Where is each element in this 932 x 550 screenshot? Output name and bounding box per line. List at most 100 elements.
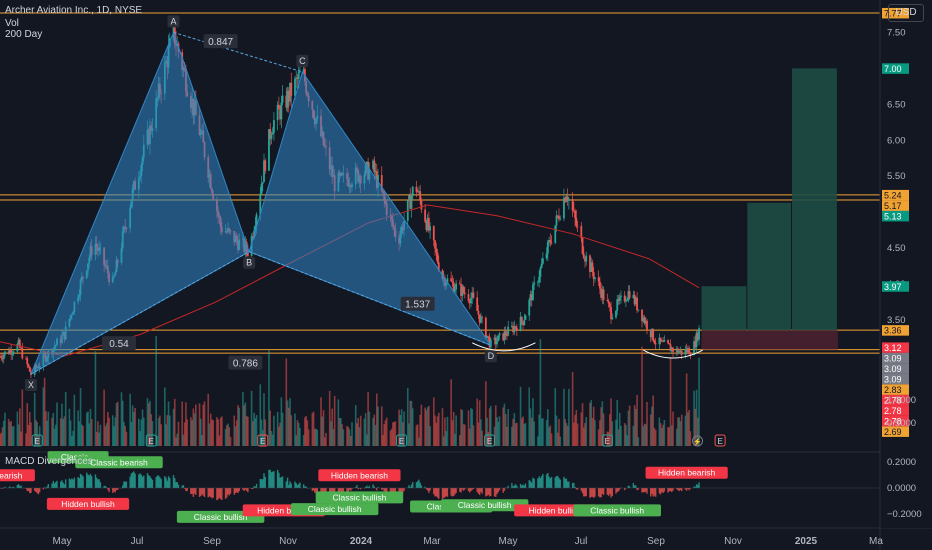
volume-bar xyxy=(150,414,153,446)
volume-bar xyxy=(419,414,421,446)
macd-bar xyxy=(172,475,175,488)
macd-bar xyxy=(368,485,371,488)
volume-bar xyxy=(513,413,516,446)
candle-body xyxy=(434,240,436,249)
macd-signal-label: Classic bullish xyxy=(194,512,248,522)
macd-bar xyxy=(97,479,99,488)
candle-body xyxy=(608,303,611,307)
volume-bar xyxy=(522,416,524,446)
candle-body xyxy=(471,292,474,298)
volume-bar xyxy=(555,415,558,446)
volume-bar xyxy=(695,389,698,446)
macd-bar xyxy=(564,478,566,488)
volume-bar xyxy=(116,401,119,446)
volume-bar xyxy=(359,415,362,446)
currency-button[interactable]: USD xyxy=(888,4,924,22)
volume-bar xyxy=(348,429,351,446)
macd-bar xyxy=(694,486,697,488)
volume-bar xyxy=(342,429,345,446)
candle-body xyxy=(670,347,673,352)
earnings-marker xyxy=(714,434,726,447)
candle-body xyxy=(295,77,298,79)
volume-bar xyxy=(356,423,358,446)
volume-bar xyxy=(17,424,20,446)
macd-bar xyxy=(140,474,142,488)
candle-body xyxy=(610,306,612,320)
volume-bar xyxy=(490,405,492,446)
macd-bar xyxy=(186,488,188,491)
candle-body xyxy=(653,340,656,344)
candle-body xyxy=(623,295,626,302)
macd-bar xyxy=(227,488,229,495)
macd-bar xyxy=(124,481,126,488)
candle-body xyxy=(611,317,614,320)
candle-body xyxy=(519,316,522,331)
volume-bar xyxy=(221,416,223,446)
volume-bar xyxy=(103,389,105,446)
volume-bar xyxy=(46,420,48,446)
volume-bar xyxy=(463,424,466,446)
ma-legend[interactable]: 200 Day xyxy=(5,29,43,40)
macd-signal-label: Hidden bearish xyxy=(658,468,715,478)
event-marker xyxy=(692,435,704,447)
volume-bar xyxy=(669,357,672,446)
macd-bar xyxy=(61,480,63,488)
macd-bar xyxy=(554,477,556,488)
macd-bar xyxy=(243,488,245,492)
volume-bar xyxy=(208,423,211,446)
volume-bar xyxy=(151,421,154,446)
pattern-dashed-xbd xyxy=(30,251,491,375)
candle-body xyxy=(20,347,22,349)
macd-bar xyxy=(592,488,595,498)
candle-body xyxy=(646,320,648,330)
macd-bar xyxy=(87,474,89,488)
volume-bar xyxy=(328,390,331,446)
macd-bar xyxy=(332,488,335,495)
volume-bar xyxy=(202,404,205,446)
macd-bar xyxy=(418,479,420,488)
volume-bar xyxy=(661,427,663,446)
volume-legend[interactable]: Vol xyxy=(5,18,19,29)
price-tag-bg xyxy=(882,281,909,292)
volume-bar xyxy=(263,393,265,446)
macd-bar xyxy=(548,476,550,488)
earnings-marker-label: E xyxy=(149,437,154,446)
price-tag-bg xyxy=(882,426,909,437)
macd-bar xyxy=(663,488,666,492)
volume-bar xyxy=(81,424,83,446)
earnings-marker xyxy=(31,434,43,447)
volume-bar xyxy=(442,436,445,446)
volume-bar xyxy=(533,421,535,446)
macd-bar xyxy=(71,478,73,488)
macd-bar xyxy=(461,488,464,490)
candle-body xyxy=(669,344,672,352)
macd-axis-tick: 0.2000 xyxy=(887,457,916,468)
symbol-title[interactable]: Archer Aviation Inc., 1D, NYSE xyxy=(5,5,143,16)
volume-bar xyxy=(623,423,626,446)
macd-bar xyxy=(62,482,64,488)
candle-body xyxy=(4,351,6,355)
volume-bar xyxy=(459,435,461,446)
macd-bar xyxy=(650,488,652,497)
candle-body xyxy=(568,198,570,201)
price-tag: 3.97 xyxy=(884,282,902,292)
volume-bar xyxy=(487,431,490,446)
macd-bar xyxy=(348,488,351,491)
volume-bar xyxy=(488,408,491,446)
macd-bar xyxy=(12,486,15,488)
candle-body xyxy=(625,301,627,302)
time-axis-label: Jul xyxy=(131,536,144,547)
candle-body xyxy=(546,241,549,254)
volume-bar xyxy=(77,410,79,446)
macd-bar xyxy=(410,484,413,488)
candle-body xyxy=(17,339,20,345)
macd-bar xyxy=(424,486,426,488)
volume-bar xyxy=(254,418,257,446)
macd-title[interactable]: MACD Divergences xyxy=(5,456,93,467)
macd-bar xyxy=(107,488,109,490)
volume-bar xyxy=(186,419,188,446)
candle-body xyxy=(418,191,420,193)
volume-bar xyxy=(400,409,403,446)
candle-body xyxy=(487,335,490,337)
